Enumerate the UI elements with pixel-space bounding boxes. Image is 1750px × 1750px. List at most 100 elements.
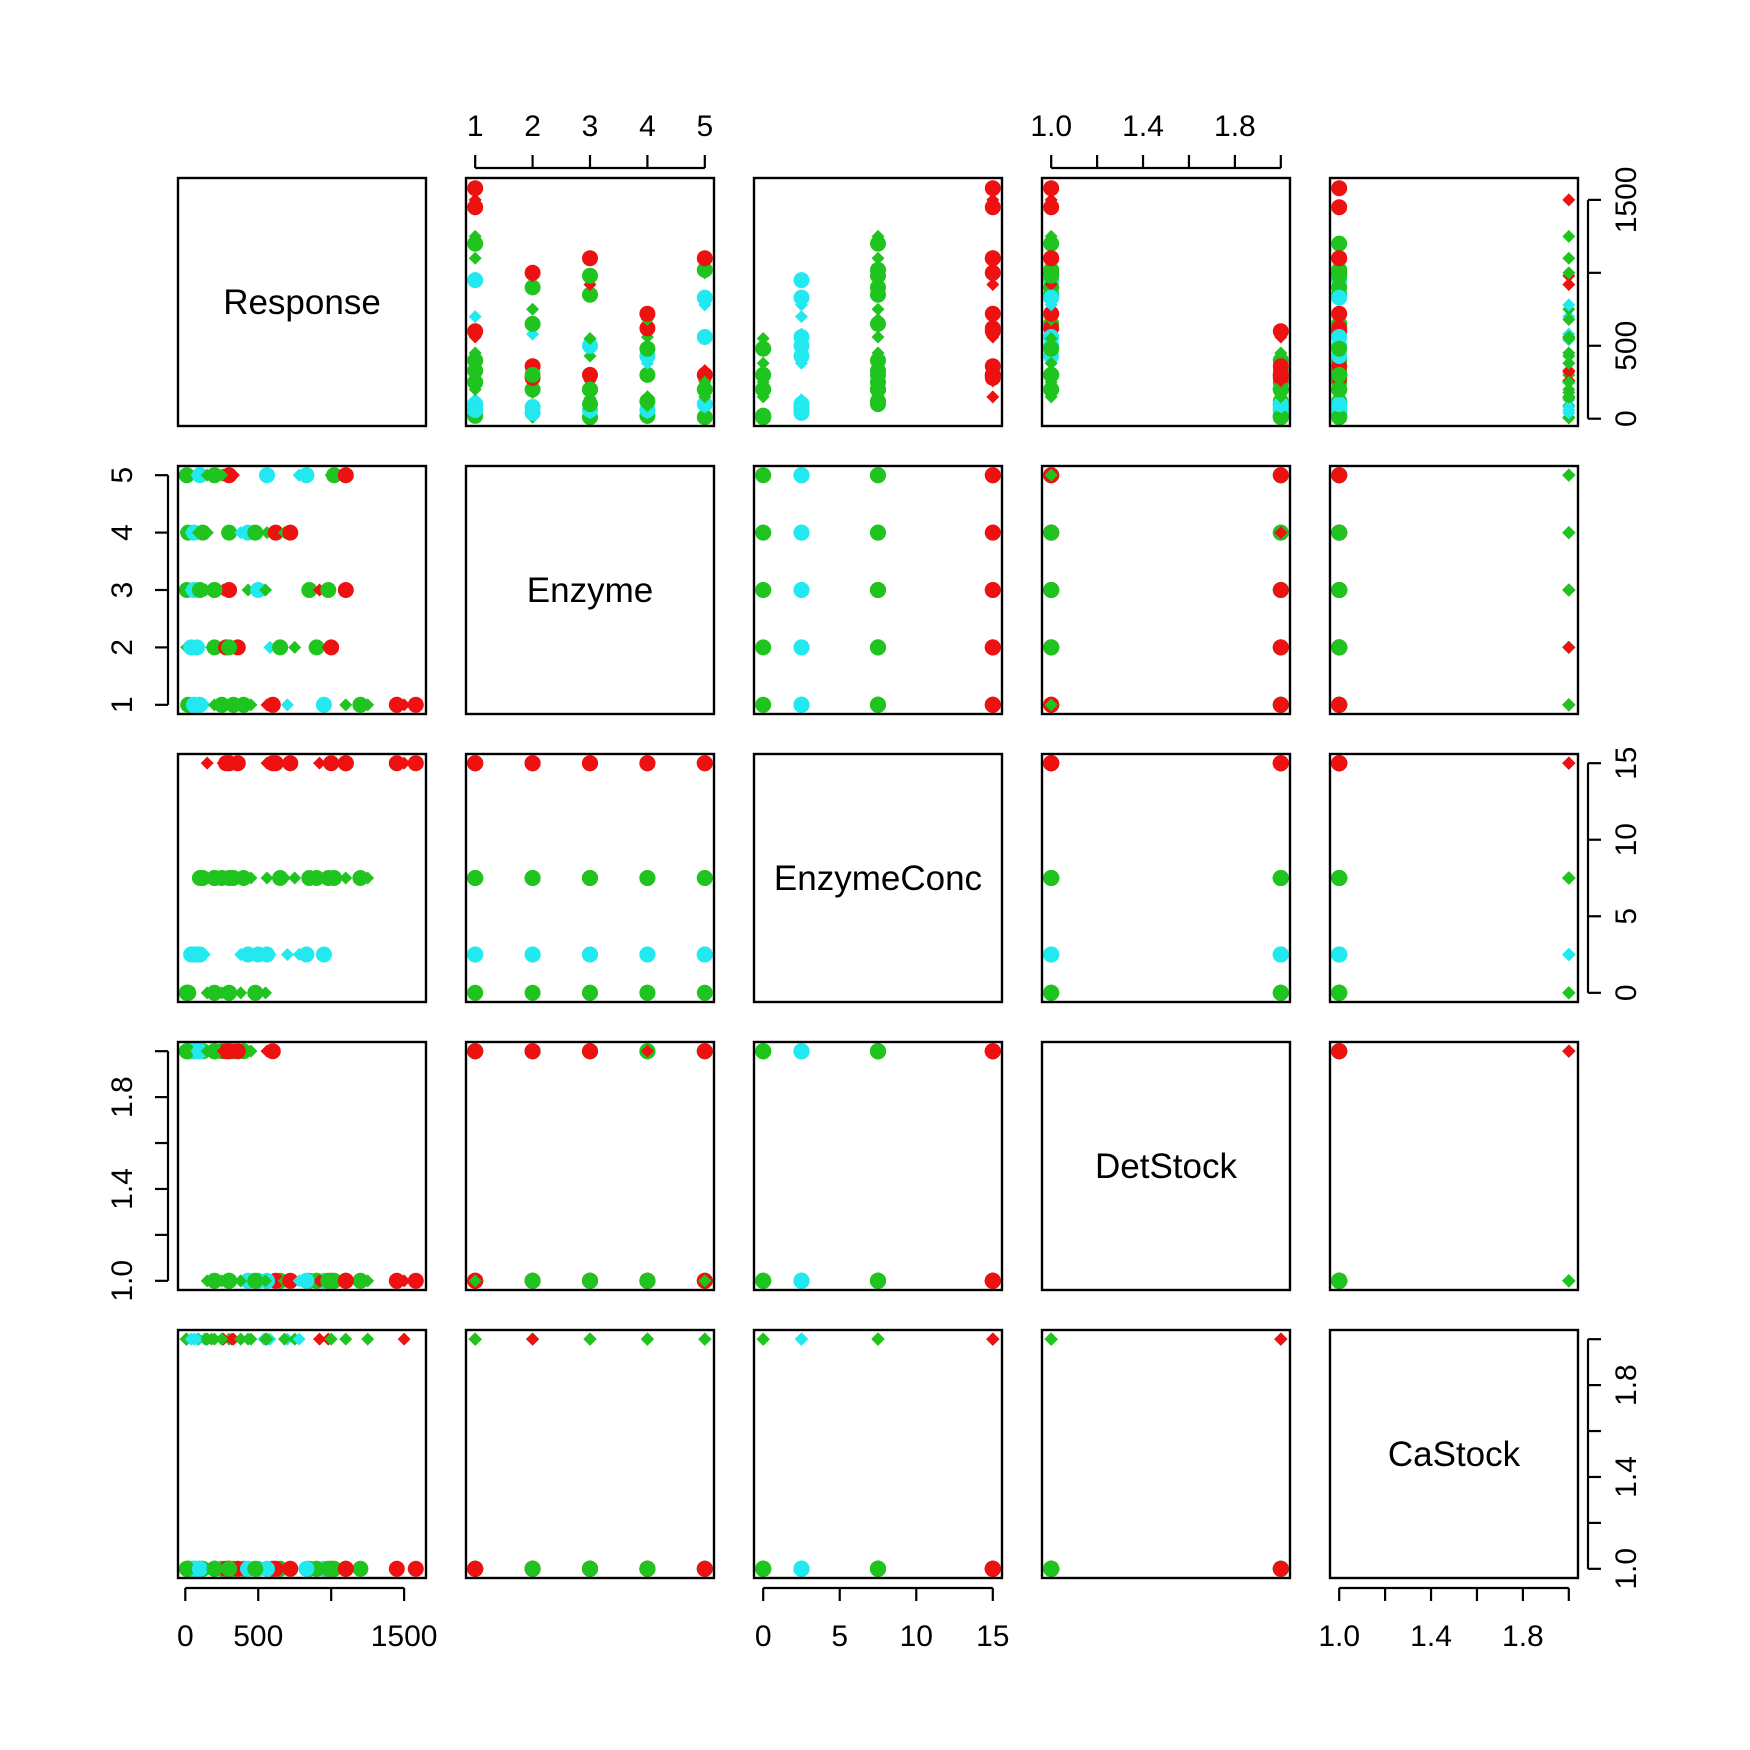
point bbox=[468, 1274, 482, 1288]
point bbox=[326, 1560, 343, 1577]
point bbox=[1044, 356, 1058, 370]
point bbox=[1562, 871, 1576, 885]
point bbox=[1043, 199, 1060, 216]
point bbox=[221, 984, 238, 1001]
point bbox=[984, 250, 1001, 267]
point bbox=[583, 331, 597, 345]
point bbox=[326, 467, 343, 484]
point bbox=[698, 1274, 712, 1288]
point bbox=[640, 1274, 654, 1288]
tick-label: 5 bbox=[106, 467, 139, 484]
point bbox=[1562, 640, 1576, 654]
point bbox=[756, 390, 770, 404]
point bbox=[794, 640, 808, 654]
point bbox=[407, 755, 424, 772]
point bbox=[259, 946, 275, 963]
point bbox=[308, 639, 325, 656]
tick-label: 3 bbox=[582, 110, 599, 143]
panel-ca-stock-vs-det-stock bbox=[1043, 1332, 1289, 1577]
tick-label: 2 bbox=[106, 639, 139, 656]
point bbox=[1562, 356, 1576, 370]
x-axis-top-enzyme: 1 2 3 4 5 bbox=[467, 110, 713, 170]
point bbox=[191, 1560, 208, 1577]
point bbox=[467, 199, 484, 216]
tick-label: 0 bbox=[1610, 410, 1643, 427]
point bbox=[1043, 366, 1060, 383]
point bbox=[1272, 639, 1289, 656]
point bbox=[793, 272, 810, 289]
point bbox=[1274, 468, 1288, 482]
point bbox=[215, 1332, 229, 1346]
point bbox=[793, 396, 810, 413]
y-axis-left-enzyme: 1 2 3 4 5 bbox=[106, 467, 170, 713]
point bbox=[267, 755, 284, 772]
panel-frame bbox=[176, 464, 428, 716]
point bbox=[1043, 639, 1060, 656]
point bbox=[1331, 524, 1348, 541]
point bbox=[1272, 1560, 1289, 1577]
point bbox=[337, 467, 354, 484]
point bbox=[1331, 381, 1348, 398]
point bbox=[244, 1044, 258, 1058]
point bbox=[397, 1274, 411, 1288]
point bbox=[280, 948, 294, 962]
point bbox=[871, 313, 885, 327]
panel-frame bbox=[176, 1328, 428, 1580]
point bbox=[320, 582, 337, 598]
point bbox=[696, 381, 713, 398]
point bbox=[1562, 349, 1576, 363]
point bbox=[1331, 289, 1348, 306]
point bbox=[755, 409, 772, 426]
tick-label: 15 bbox=[976, 1620, 1009, 1653]
point bbox=[1274, 526, 1288, 540]
point bbox=[298, 467, 315, 484]
point bbox=[756, 1274, 770, 1288]
point bbox=[315, 946, 332, 963]
point bbox=[1562, 375, 1576, 389]
point bbox=[871, 229, 885, 243]
panel-frame bbox=[1328, 176, 1580, 428]
point bbox=[221, 524, 238, 541]
point bbox=[206, 1043, 223, 1060]
point bbox=[639, 1560, 656, 1577]
point bbox=[1562, 698, 1576, 712]
panel-frame bbox=[464, 752, 716, 1004]
point bbox=[984, 467, 1001, 484]
tick-label: 1.4 bbox=[1610, 1456, 1643, 1498]
panel-response-vs-ca-stock bbox=[1331, 180, 1576, 426]
point bbox=[526, 302, 540, 316]
tick-label: 1.0 bbox=[106, 1260, 139, 1302]
point bbox=[698, 375, 712, 389]
point bbox=[241, 871, 255, 885]
point bbox=[755, 1560, 772, 1577]
point bbox=[1331, 1272, 1348, 1289]
panel-frame bbox=[1040, 176, 1292, 428]
tick-label: 10 bbox=[1610, 823, 1643, 856]
point bbox=[1562, 400, 1576, 414]
point bbox=[221, 1272, 238, 1289]
point bbox=[755, 1043, 772, 1060]
point bbox=[1562, 583, 1576, 597]
point bbox=[524, 870, 541, 886]
point bbox=[583, 1332, 597, 1346]
point bbox=[388, 1560, 405, 1577]
panel-frame bbox=[176, 752, 428, 1004]
point bbox=[407, 1272, 424, 1289]
point bbox=[756, 356, 770, 370]
point bbox=[1562, 364, 1576, 378]
panel-det-stock-vs-enzyme-conc bbox=[755, 1043, 1001, 1289]
panel-ca-stock-vs-response bbox=[178, 1332, 424, 1577]
point bbox=[200, 1332, 214, 1346]
panel-ca-stock-vs-enzyme bbox=[467, 1332, 713, 1577]
point bbox=[871, 302, 885, 316]
panel-det-stock-vs-enzyme bbox=[467, 1043, 713, 1289]
point bbox=[870, 1272, 886, 1289]
point bbox=[397, 756, 411, 770]
point bbox=[1043, 305, 1060, 322]
point bbox=[1043, 289, 1060, 306]
panel-frame bbox=[1328, 1328, 1580, 1580]
point bbox=[755, 582, 772, 598]
point bbox=[189, 639, 205, 656]
point bbox=[244, 698, 258, 712]
point bbox=[1331, 467, 1348, 484]
